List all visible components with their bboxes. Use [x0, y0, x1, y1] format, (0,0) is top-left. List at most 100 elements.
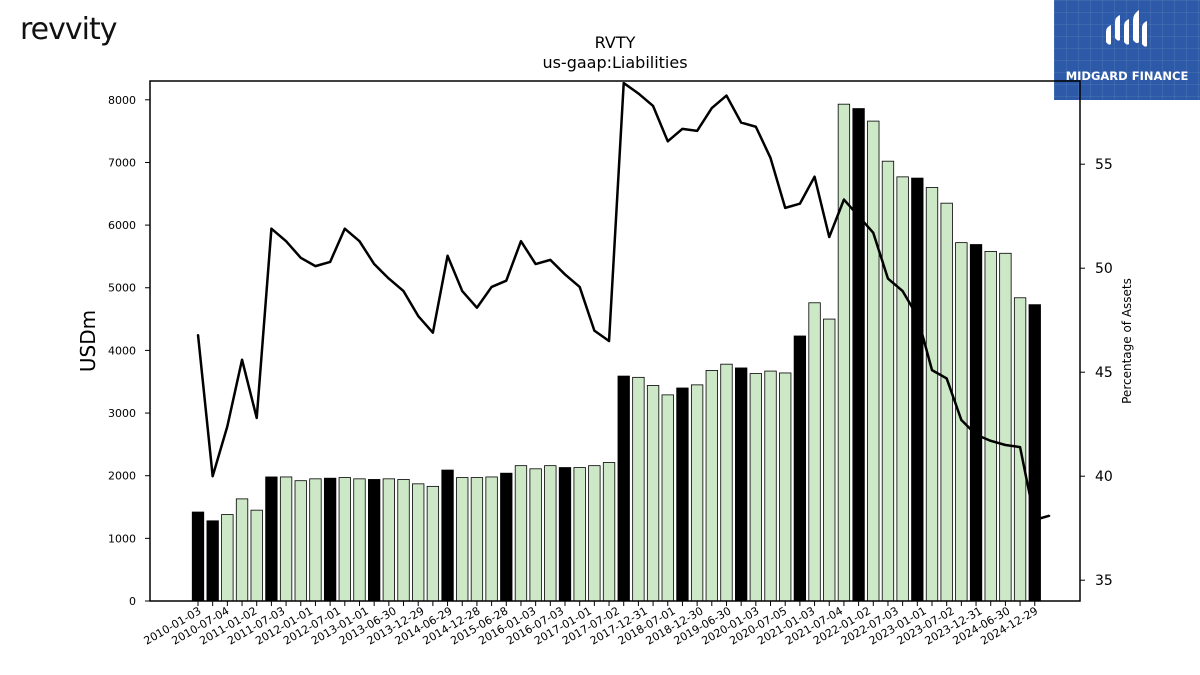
line-point	[681, 127, 684, 130]
line-point	[461, 290, 464, 292]
y-tick-label: 5000	[108, 282, 136, 295]
bar	[602, 462, 616, 602]
y-tick-label: 0	[129, 595, 136, 608]
chart-subtitle: us-gaap:Liabilities	[542, 53, 687, 72]
line-point	[740, 121, 743, 124]
bar	[837, 103, 851, 602]
line-point	[1019, 446, 1021, 448]
bar	[514, 465, 528, 602]
bar	[852, 108, 865, 602]
y-axis-left: 0 1000 2000 3000 4000 5000 6000 7000 8000	[108, 94, 150, 608]
bar	[323, 477, 337, 602]
x-axis: 2010-01-032010-07-042011-01-022011-07-03…	[142, 601, 1040, 648]
line-point	[476, 306, 478, 309]
line-point	[505, 279, 508, 282]
line-point	[813, 175, 816, 178]
line-point	[710, 107, 713, 109]
line-point	[255, 417, 258, 419]
bar	[925, 187, 939, 602]
line-point	[270, 227, 273, 230]
bar	[676, 387, 689, 602]
y2-axis-label: Percentage of Assets	[1120, 278, 1134, 404]
line-point	[872, 231, 875, 234]
line-point	[784, 206, 787, 209]
line-point	[387, 277, 390, 280]
bar	[999, 252, 1012, 602]
line-point	[622, 82, 625, 84]
bar	[823, 318, 836, 602]
line-point	[696, 130, 699, 132]
bar	[1028, 304, 1041, 602]
bar	[368, 479, 381, 602]
bar	[808, 302, 821, 602]
bar	[573, 467, 586, 602]
y-tick-label: 2000	[108, 470, 136, 483]
line-point	[843, 198, 845, 201]
y-tick-label: 8000	[108, 94, 136, 107]
line-point	[975, 433, 977, 436]
line-point	[431, 331, 434, 334]
bar	[353, 478, 366, 602]
line-point	[1033, 518, 1036, 521]
bar	[485, 476, 498, 602]
y-tick-label: 1000	[108, 532, 136, 545]
bar	[588, 465, 601, 602]
y-axis-label: USDm	[76, 310, 100, 372]
line-point	[343, 227, 346, 230]
line-point	[358, 240, 361, 243]
y2-tick-label: 35	[1095, 573, 1113, 589]
line-point	[652, 105, 654, 107]
line-point	[608, 340, 610, 342]
bar	[382, 478, 395, 602]
y-axis-right: 35 40 45 50 55	[1080, 157, 1113, 589]
line-point	[769, 157, 772, 159]
bar	[793, 335, 807, 602]
y-tick-label: 4000	[108, 344, 136, 357]
line-point	[417, 315, 420, 317]
bar	[294, 480, 307, 602]
y2-tick-label: 55	[1095, 157, 1113, 173]
bars-layer	[191, 103, 1041, 602]
line-point	[887, 277, 889, 280]
bar	[940, 202, 953, 602]
bar	[412, 483, 425, 602]
bar	[397, 479, 410, 602]
partner-logo-pattern	[1054, 0, 1200, 100]
bar	[896, 176, 909, 602]
bar	[705, 370, 718, 602]
bar	[441, 469, 454, 602]
bar	[735, 367, 748, 602]
bar	[426, 485, 440, 602]
line-point	[916, 315, 919, 317]
line-point	[285, 240, 287, 243]
bar	[500, 472, 513, 602]
bar	[265, 476, 278, 602]
bar	[646, 385, 660, 602]
bar	[969, 244, 983, 602]
y2-tick-label: 50	[1095, 261, 1113, 277]
line-point	[549, 258, 552, 261]
line-point	[725, 94, 728, 97]
bar	[235, 498, 249, 602]
bar	[338, 477, 351, 602]
line-point	[534, 263, 537, 265]
line-point	[402, 290, 405, 292]
bar	[617, 375, 630, 602]
chart-title: RVTY	[595, 33, 636, 52]
bar	[720, 363, 733, 602]
line-point	[666, 140, 669, 143]
line-point	[1048, 514, 1051, 517]
line-point	[564, 273, 566, 276]
bar	[206, 520, 219, 602]
bar	[955, 242, 968, 602]
line-point	[1004, 444, 1007, 446]
line-point	[490, 286, 493, 288]
bar	[911, 177, 924, 602]
bar	[749, 373, 762, 602]
line-point	[329, 261, 332, 263]
bar	[279, 476, 293, 602]
line-layer	[196, 81, 1051, 522]
bar	[867, 120, 880, 602]
y-tick-label: 3000	[108, 407, 136, 420]
